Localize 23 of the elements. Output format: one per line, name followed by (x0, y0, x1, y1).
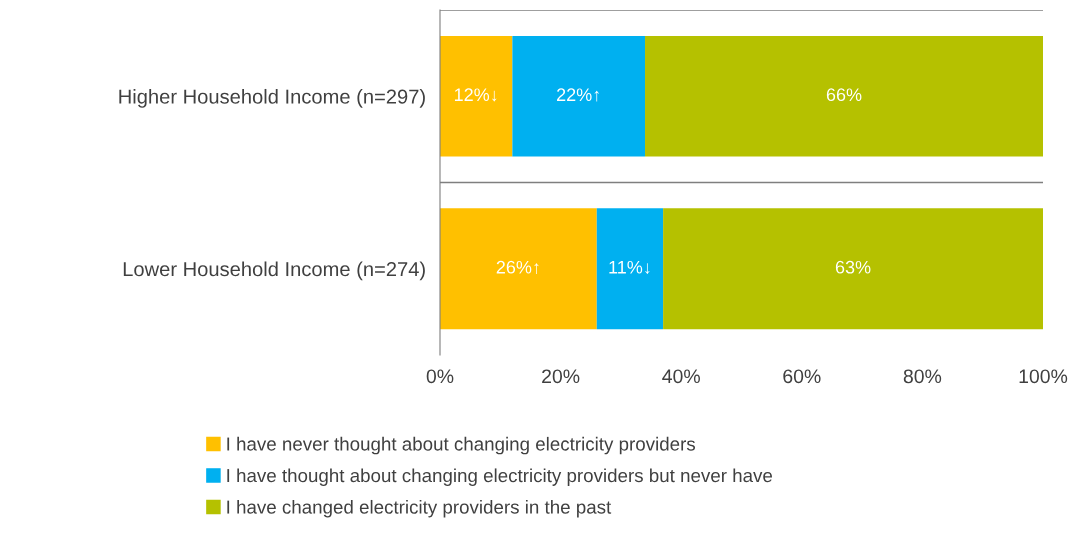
bar (440, 208, 597, 330)
data-label: 12%↓ (454, 88, 497, 102)
legend-label: I have thought about changing electricity providers but never have (227, 468, 773, 486)
x-tick-label: 0% (426, 369, 454, 384)
data-label: 66% (826, 88, 862, 102)
data-label: 22%↑ (557, 88, 599, 102)
legend-label: I have changed electricity providers in the past (227, 499, 612, 518)
x-tick-label: 80% (903, 369, 942, 384)
y-tick-label: Higher Household Income (n=297) (119, 88, 425, 108)
bar (596, 208, 664, 330)
bar (440, 35, 513, 157)
bar (645, 35, 1043, 157)
bar (512, 35, 646, 157)
x-tick-label: 100% (1019, 369, 1068, 384)
x-tick-label: 20% (542, 369, 580, 384)
legend-label: I have never thought about changing electricity providers (227, 436, 696, 455)
data-label: 11%↓ (609, 260, 650, 274)
x-tick-label: 60% (783, 369, 821, 384)
x-tick-label: 40% (662, 369, 700, 384)
data-label: 26%↑ (496, 260, 539, 274)
data-label: 63% (835, 260, 871, 274)
bar (663, 208, 1043, 330)
y-tick-label: Lower Household Income (n=274) (123, 261, 425, 281)
